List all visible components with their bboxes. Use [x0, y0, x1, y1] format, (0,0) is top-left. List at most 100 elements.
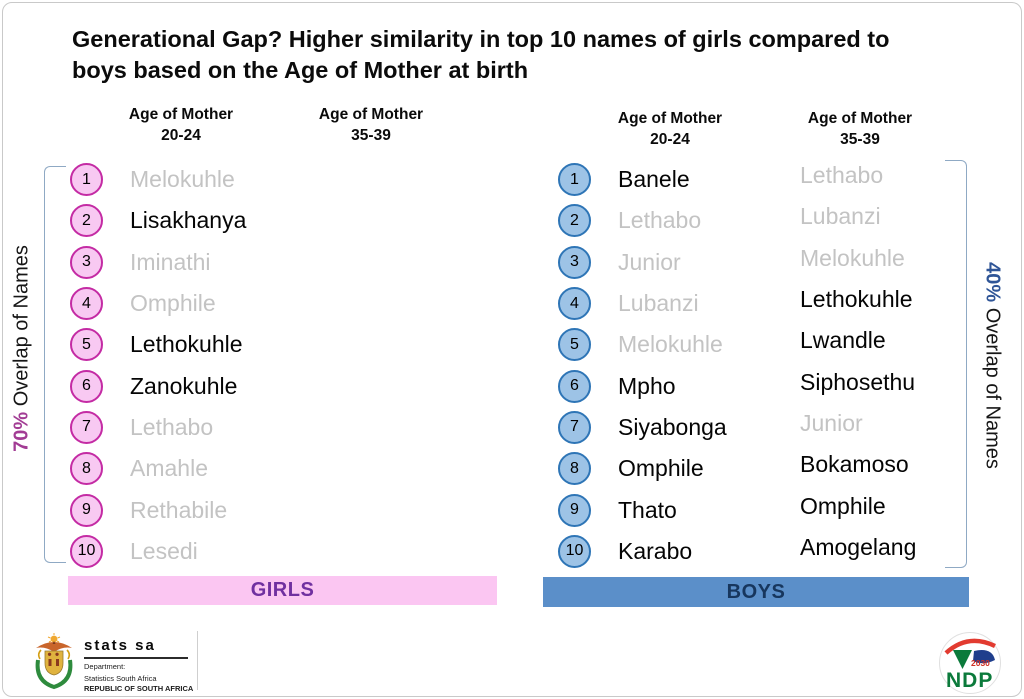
title-line2: boys based on the Age of Mother at birth — [72, 57, 529, 83]
rank-badge: 7 — [558, 410, 591, 444]
statssa-logo-text: stats sa Department: Statistics South Af… — [84, 637, 204, 693]
header-line1: Age of Mother — [617, 110, 723, 127]
rank-badge: 7 — [70, 410, 103, 444]
rank-badge: 1 — [70, 163, 103, 197]
name-row: Lethokuhle — [800, 279, 916, 320]
baby-name: Thato — [618, 496, 677, 523]
header-line2: 35-39 — [351, 127, 391, 144]
name-row: 5 Melokuhle — [558, 324, 727, 365]
name-row: 3 Junior — [558, 242, 727, 283]
ndp-acronym: NDP — [946, 669, 993, 692]
name-row: Omphile — [800, 485, 916, 526]
baby-name: Mpho — [618, 372, 676, 399]
baby-name: Melokuhle — [800, 244, 905, 271]
header-line1: Age of Mother — [318, 106, 424, 123]
statssa-wordmark: stats sa — [84, 637, 156, 654]
boys-banner: BOYS — [543, 577, 969, 607]
girls-overlap-text: Overlap of Names — [10, 245, 33, 407]
baby-name: Zanokuhle — [130, 372, 238, 399]
baby-name: Lethabo — [618, 207, 702, 234]
statssa-country: REPUBLIC OF SOUTH AFRICA — [84, 683, 194, 693]
name-row: Junior — [800, 403, 916, 444]
baby-name: Rethabile — [130, 496, 228, 523]
name-row: 4 Lubanzi — [558, 283, 727, 324]
name-row: 7 Lethabo — [70, 407, 246, 448]
name-row: 2 Lisakhanya — [70, 200, 246, 241]
rank-badge: 3 — [558, 245, 591, 279]
girls-20-24-header: Age of Mother 20-24 — [96, 104, 266, 146]
girls-overlap-label: 70% Overlap of Names — [11, 199, 38, 499]
girls-overlap-bracket — [44, 166, 66, 563]
boys-banner-label: BOYS — [726, 580, 786, 603]
name-row: 10 Karabo — [558, 531, 727, 572]
name-row: Amogelang — [800, 527, 916, 568]
rank-badge: 4 — [70, 287, 103, 321]
baby-name: Bokamoso — [800, 451, 909, 478]
rank-badge: 5 — [558, 328, 591, 362]
boys-20-24-header: Age of Mother 20-24 — [585, 108, 755, 150]
baby-name: Lethokuhle — [800, 286, 913, 313]
rank-badge: 6 — [558, 369, 591, 403]
girls-banner: GIRLS — [68, 576, 497, 605]
baby-name: Lwandle — [800, 327, 886, 354]
baby-name: Siphosethu — [800, 368, 916, 395]
baby-name: Iminathi — [130, 248, 211, 275]
header-line1: Age of Mother — [128, 106, 234, 123]
ndp-year: 2030 — [971, 658, 990, 668]
name-row: 1 Melokuhle — [70, 159, 246, 200]
rank-badge: 2 — [558, 204, 591, 238]
boys-overlap-percent: 40% — [981, 262, 1004, 303]
footer-divider — [197, 631, 198, 690]
name-row: 5 Lethokuhle — [70, 324, 246, 365]
rank-badge: 10 — [558, 534, 591, 568]
statssa-rule — [84, 657, 188, 659]
baby-name: Junior — [800, 409, 863, 436]
name-row: Bokamoso — [800, 444, 916, 485]
baby-name: Lethabo — [130, 413, 214, 440]
name-row: 3 Iminathi — [70, 242, 246, 283]
boys-overlap-bracket — [945, 160, 967, 568]
baby-name: Lubanzi — [800, 203, 881, 230]
baby-name: Junior — [618, 248, 681, 275]
baby-name: Siyabonga — [618, 413, 727, 440]
name-row: Melokuhle — [800, 238, 916, 279]
name-row: Siphosethu — [800, 361, 916, 402]
baby-name: Lesedi — [130, 537, 198, 564]
baby-name: Melokuhle — [618, 331, 723, 358]
name-row: 8 Amahle — [70, 448, 246, 489]
header-line1: Age of Mother — [807, 110, 913, 127]
rank-badge: 8 — [70, 452, 103, 486]
name-row: 4 Omphile — [70, 283, 246, 324]
rank-badge: 3 — [70, 245, 103, 279]
baby-name: Lisakhanya — [130, 207, 247, 234]
girls-35-39-header: Age of Mother 35-39 — [286, 104, 456, 146]
girls-banner-label: GIRLS — [250, 579, 315, 601]
header-line2: 20-24 — [161, 127, 201, 144]
rank-badge: 9 — [70, 493, 103, 527]
rank-badge: 8 — [558, 452, 591, 486]
baby-name: Lethokuhle — [130, 331, 243, 358]
name-row: 9 Rethabile — [70, 489, 246, 530]
header-line2: 35-39 — [840, 131, 880, 148]
name-row: 10 Lesedi — [70, 531, 246, 572]
rank-badge: 9 — [558, 493, 591, 527]
title-line1: Generational Gap? Higher similarity in t… — [72, 26, 890, 52]
boys-35-39-list: Lethabo Lubanzi Melokuhle Lethokuhle Lwandle… — [800, 155, 916, 568]
baby-name: Banele — [618, 166, 690, 193]
south-africa-coat-of-arms-icon — [35, 633, 73, 690]
rank-badge: 2 — [70, 204, 103, 238]
statssa-dept-label: Department: — [84, 661, 126, 671]
page-title: Generational Gap? Higher similarity in t… — [72, 24, 982, 86]
name-row: Lubanzi — [800, 196, 916, 237]
statssa-dept-name: Statistics South Africa — [84, 674, 157, 683]
name-row: 9 Thato — [558, 489, 727, 530]
baby-name: Amogelang — [800, 533, 917, 560]
boys-overlap-label: 40% Overlap of Names — [977, 216, 1004, 516]
ndp-2030-logo-icon: 2030 NDP — [939, 632, 1001, 694]
baby-name: Amahle — [130, 455, 208, 482]
baby-name: Lubanzi — [618, 290, 699, 317]
rank-badge: 5 — [70, 328, 103, 362]
name-row: Lethabo — [800, 155, 916, 196]
name-row: 1 Banele — [558, 159, 727, 200]
